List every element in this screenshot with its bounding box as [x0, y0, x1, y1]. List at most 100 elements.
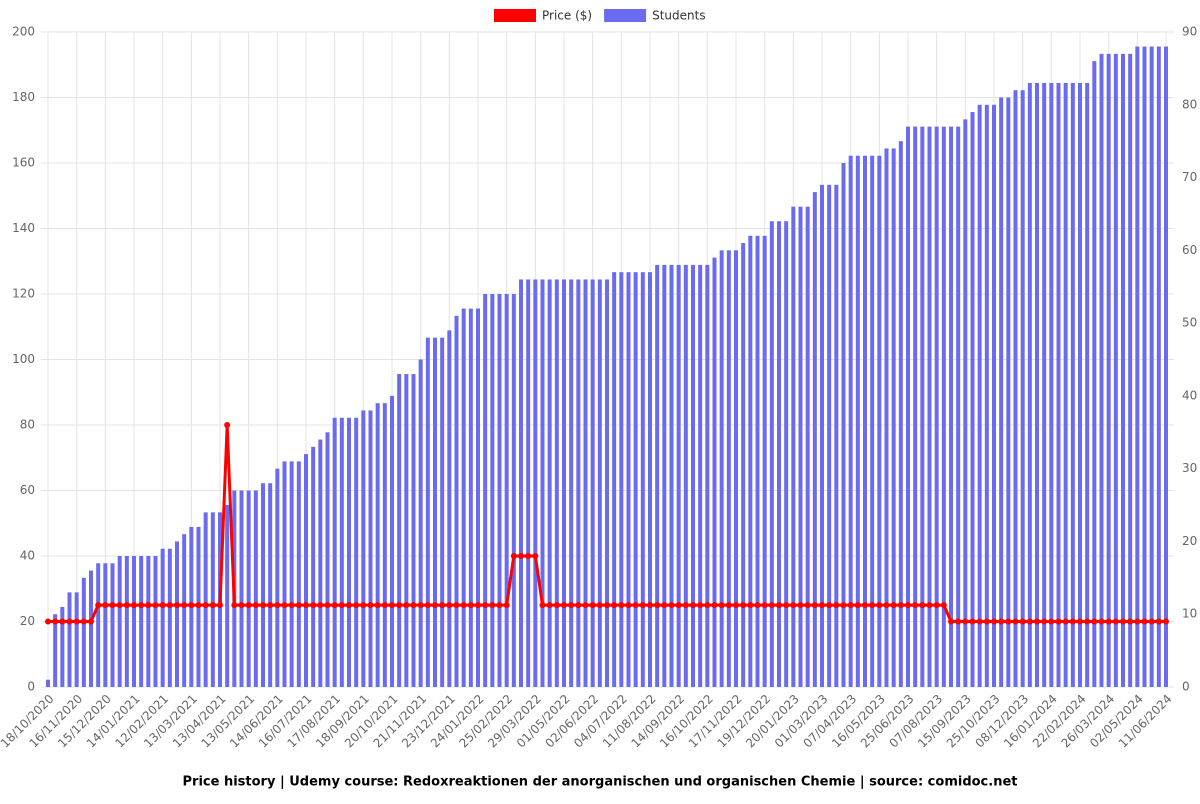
- price-point: [625, 602, 632, 609]
- bar: [411, 374, 416, 687]
- price-point: [654, 602, 661, 609]
- price-point: [367, 602, 374, 609]
- price-point: [195, 602, 202, 609]
- bar: [468, 308, 473, 687]
- price-point: [360, 602, 367, 609]
- price-point: [331, 602, 338, 609]
- bar: [949, 126, 953, 688]
- price-point: [145, 602, 152, 609]
- bars: [46, 46, 1168, 688]
- price-point: [181, 602, 188, 609]
- price-point: [704, 602, 711, 609]
- price-point: [596, 602, 603, 609]
- price-point: [231, 602, 238, 609]
- y2-tick-label: 10: [1182, 607, 1197, 621]
- price-point: [976, 618, 983, 625]
- bar: [1113, 53, 1118, 688]
- price-point: [1055, 618, 1062, 625]
- price-point: [1069, 618, 1076, 625]
- y2-tick-label: 60: [1182, 243, 1197, 257]
- bar: [311, 446, 316, 687]
- bar: [927, 126, 932, 688]
- bar: [877, 155, 882, 687]
- y-tick-label: 0: [27, 680, 35, 694]
- bar: [447, 330, 452, 687]
- price-point: [73, 618, 80, 625]
- price-point: [1127, 618, 1134, 625]
- price-point: [546, 602, 553, 609]
- bar: [1049, 82, 1054, 687]
- price-point: [582, 602, 589, 609]
- bar: [1156, 46, 1161, 688]
- price-point: [883, 602, 890, 609]
- y-tick-label: 80: [20, 418, 35, 432]
- price-point: [725, 602, 732, 609]
- bar: [913, 126, 918, 688]
- legend-swatch: [494, 9, 536, 22]
- price-point: [274, 602, 281, 609]
- price-point: [317, 602, 324, 609]
- price-point: [697, 602, 704, 609]
- bar: [669, 264, 674, 687]
- price-point: [439, 602, 446, 609]
- price-point: [59, 618, 66, 625]
- bar: [490, 294, 495, 687]
- bar: [404, 374, 409, 687]
- bar: [863, 155, 867, 687]
- bar: [239, 490, 244, 687]
- bar: [296, 461, 301, 687]
- price-point: [955, 618, 962, 625]
- bar: [483, 294, 488, 687]
- price-point: [374, 602, 381, 609]
- bar: [368, 410, 373, 687]
- bar: [433, 337, 437, 687]
- price-point: [1026, 618, 1033, 625]
- bar: [683, 264, 688, 687]
- price-point: [1062, 618, 1069, 625]
- bar: [253, 490, 258, 687]
- price-point: [267, 602, 274, 609]
- price-point: [539, 602, 546, 609]
- bar: [1149, 46, 1154, 688]
- price-point: [238, 602, 245, 609]
- bar: [698, 264, 703, 687]
- price-point: [1134, 618, 1141, 625]
- bar: [977, 104, 982, 688]
- bar: [984, 104, 989, 688]
- price-point: [396, 602, 403, 609]
- price-point: [998, 618, 1005, 625]
- y2-tick-label: 0: [1182, 680, 1190, 694]
- bar: [1128, 53, 1133, 688]
- price-point: [1112, 618, 1119, 625]
- bar: [511, 294, 516, 687]
- bar: [640, 272, 645, 687]
- bar: [841, 163, 846, 687]
- bar: [941, 126, 946, 688]
- price-point: [783, 602, 790, 609]
- price-point: [940, 602, 947, 609]
- bar: [397, 374, 402, 687]
- bar: [304, 454, 308, 687]
- price-point: [324, 602, 331, 609]
- bar: [898, 141, 903, 687]
- price-point: [969, 618, 976, 625]
- price-point: [761, 602, 768, 609]
- legend-label: Students: [652, 9, 706, 23]
- y2-tick-label: 90: [1182, 25, 1197, 39]
- bar: [67, 592, 72, 687]
- bar: [870, 155, 875, 687]
- bar: [153, 556, 158, 687]
- price-point: [897, 602, 904, 609]
- price-point: [862, 602, 868, 609]
- price-point: [188, 602, 195, 609]
- bar: [1035, 82, 1039, 687]
- price-point: [88, 618, 94, 625]
- bar: [855, 155, 860, 687]
- price-point: [510, 553, 517, 559]
- bar: [203, 512, 208, 687]
- price-point: [482, 602, 489, 609]
- price-point: [446, 602, 453, 609]
- price-point: [166, 602, 173, 609]
- price-point: [310, 602, 317, 609]
